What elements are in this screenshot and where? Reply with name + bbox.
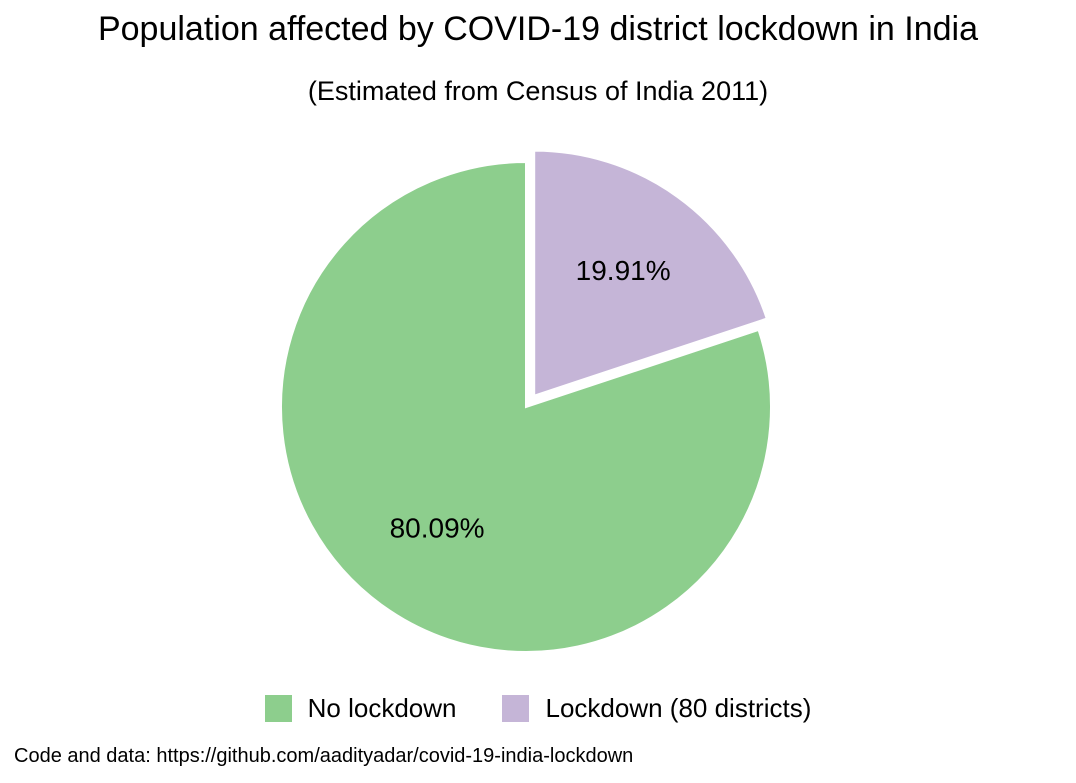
legend-label-lockdown: Lockdown (80 districts)	[545, 693, 812, 723]
legend-item-no-lockdown: No lockdown	[264, 690, 457, 726]
legend-label-no-lockdown: No lockdown	[307, 693, 457, 723]
pie-slice-lockdown	[533, 149, 769, 398]
legend-item-lockdown: Lockdown (80 districts)	[502, 690, 811, 726]
pie-label-no-lockdown: 80.09%	[390, 513, 485, 544]
chart-subtitle: (Estimated from Census of India 2011)	[307, 76, 769, 106]
source-caption: Code and data: https://github.com/aadity…	[14, 745, 634, 767]
legend-swatch-no-lockdown	[264, 694, 292, 722]
chart-title: Population affected by COVID-19 district…	[97, 10, 979, 48]
chart-legend: No lockdown Lockdown (80 districts)	[0, 690, 1076, 726]
pie-label-lockdown: 19.91%	[576, 255, 671, 286]
pie-slice-no-lockdown	[280, 160, 772, 653]
legend-swatch-lockdown	[502, 694, 530, 722]
